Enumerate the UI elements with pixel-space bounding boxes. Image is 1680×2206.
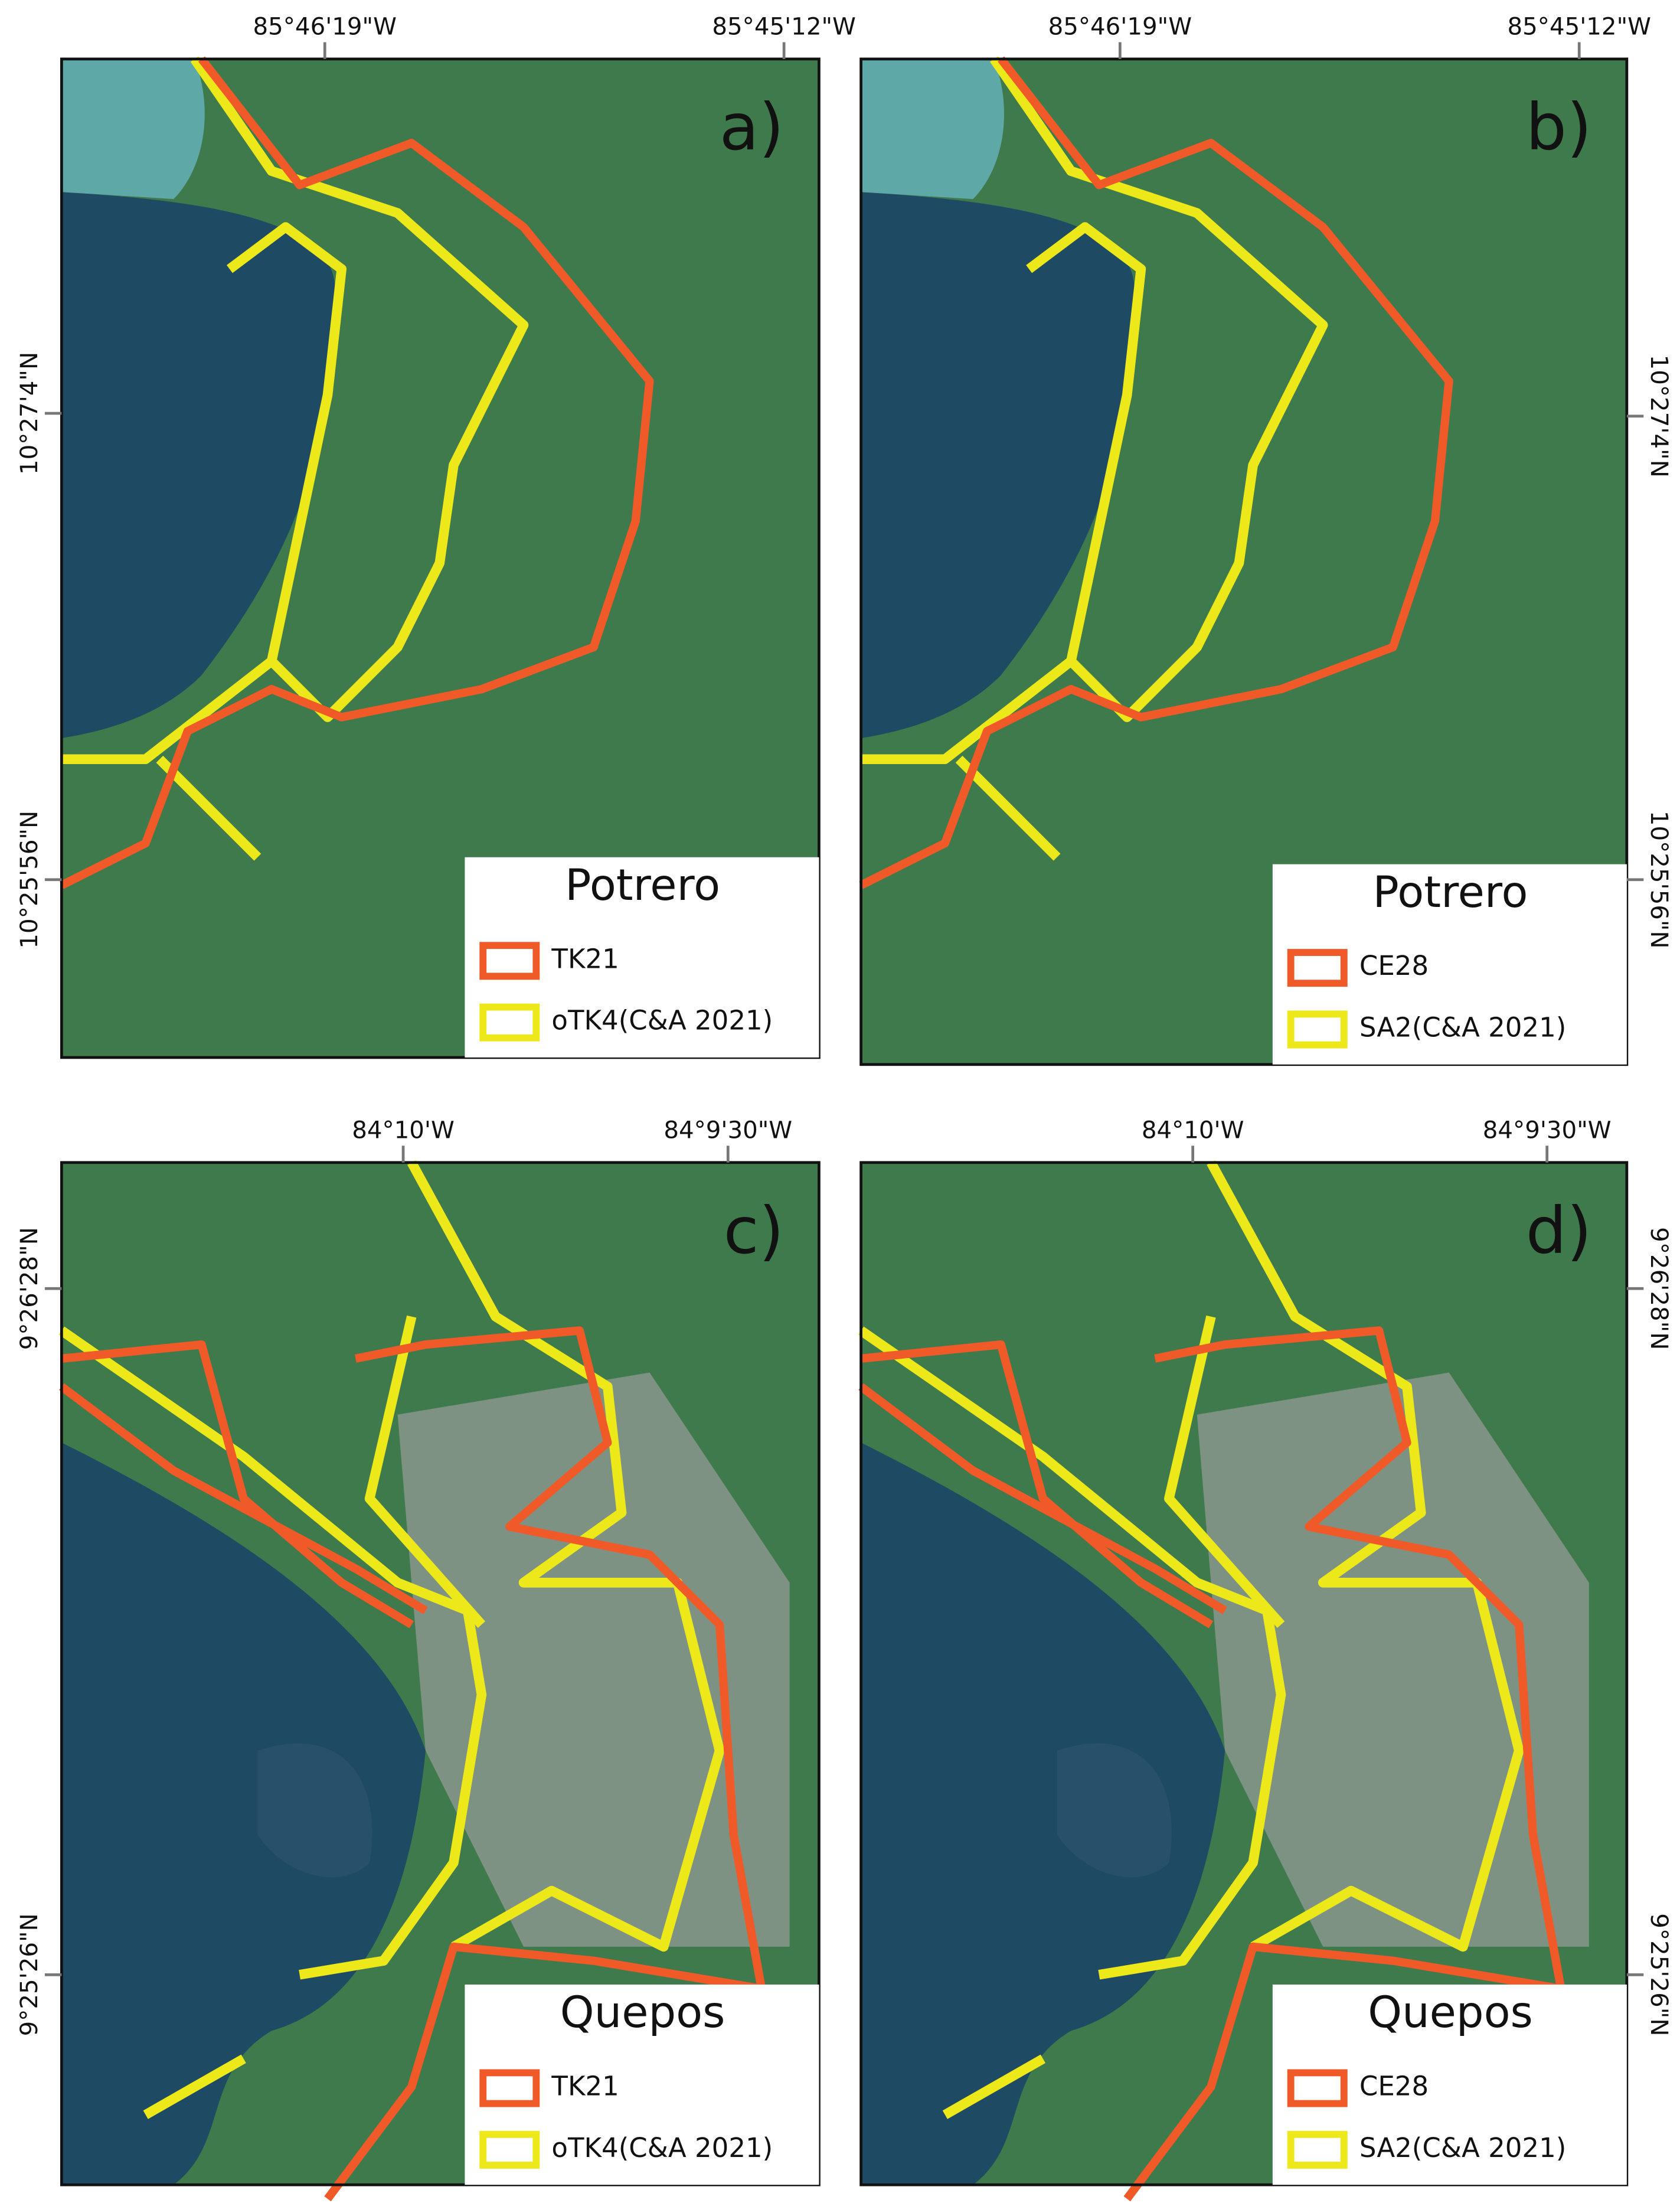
sea <box>861 192 1135 739</box>
panel-frame <box>859 1161 1629 2187</box>
town <box>1197 1372 1589 1947</box>
shallow-water <box>257 1743 372 1878</box>
outline <box>861 56 1328 861</box>
outline <box>858 1160 1524 2119</box>
legend-label: oTK4(C&A 2021) <box>551 1005 773 1036</box>
latitude-label: 10°25'56"N <box>1645 811 1673 949</box>
panel-label: c) <box>724 1193 785 1268</box>
map-panel: b) Potrero CE28 SA2(C&A 2021) <box>859 56 1629 1066</box>
longitude-label: 84°10'W <box>352 1117 455 1144</box>
shallow-water <box>861 58 1005 200</box>
sea <box>61 192 336 739</box>
sea <box>861 1443 1225 2185</box>
legend-swatch <box>479 1003 540 1042</box>
latitude-label: 10°25'56"N <box>15 811 43 949</box>
legend-box <box>465 1984 819 2185</box>
panel-label: a) <box>720 90 784 165</box>
latitude-label: 9°25'26"N <box>15 1913 43 2036</box>
longitude-label: 85°46'19"W <box>1048 13 1192 41</box>
latitude-label: 9°25'26"N <box>1645 1913 1673 2036</box>
outline <box>61 56 529 861</box>
outline <box>60 56 654 889</box>
panel-label: b) <box>1526 90 1592 165</box>
longitude-label: 84°9'30"W <box>663 1117 792 1144</box>
latitude-label: 9°26'28"N <box>15 1227 43 1350</box>
outline <box>858 1326 1565 2202</box>
map-panel: a) Potrero TK21 oTK4(C&A 2021) <box>60 56 821 1059</box>
latitude-label: 9°26'28"N <box>1645 1227 1673 1350</box>
legend-label: oTK4(C&A 2021) <box>551 2132 773 2163</box>
panel-frame <box>60 57 821 1059</box>
legend-swatch <box>1287 949 1348 987</box>
legend-box <box>1272 1984 1627 2185</box>
outline <box>58 1160 725 2119</box>
legend-swatch <box>1287 2130 1348 2169</box>
latitude-label: 10°27'4"N <box>15 352 43 475</box>
latitude-label: 10°27'4"N <box>1645 355 1673 478</box>
map-panel: d) Quepos CE28 SA2(C&A 2021) <box>858 1160 1629 2202</box>
longitude-label: 85°46'19"W <box>253 13 397 41</box>
legend-swatch <box>1287 2069 1348 2107</box>
legend-swatch <box>479 942 540 980</box>
place-name: Quepos <box>560 1988 725 2038</box>
longitude-label: 84°10'W <box>1142 1117 1244 1144</box>
legend-label: CE28 <box>1359 2070 1429 2101</box>
shallow-water <box>61 58 205 200</box>
place-name: Potrero <box>1373 867 1528 918</box>
place-name: Potrero <box>565 860 720 911</box>
legend-box <box>1272 864 1627 1065</box>
longitude-label: 85°45'12"W <box>712 13 855 41</box>
legend-label: TK21 <box>551 943 619 974</box>
legend-box <box>465 857 819 1058</box>
legend-label: SA2(C&A 2021) <box>1359 2132 1566 2163</box>
longitude-label: 85°45'12"W <box>1508 13 1651 41</box>
outline <box>859 56 1453 889</box>
map-panel: c) Quepos TK21 oTK4(C&A 2021) <box>58 1160 821 2202</box>
outline <box>59 1326 766 2202</box>
panel-frame <box>60 1161 821 2187</box>
shallow-water <box>1057 1743 1172 1878</box>
panel-label: d) <box>1526 1193 1592 1268</box>
panel-frame <box>859 57 1629 1066</box>
legend-label: SA2(C&A 2021) <box>1359 1011 1566 1043</box>
sea <box>61 1443 426 2185</box>
legend-swatch <box>479 2069 540 2107</box>
legend-label: CE28 <box>1359 950 1429 981</box>
legend-swatch <box>479 2130 540 2169</box>
place-name: Quepos <box>1368 1988 1533 2038</box>
town <box>397 1372 790 1947</box>
legend-swatch <box>1287 1010 1348 1049</box>
legend-label: TK21 <box>551 2070 619 2101</box>
longitude-label: 84°9'30"W <box>1483 1117 1612 1144</box>
